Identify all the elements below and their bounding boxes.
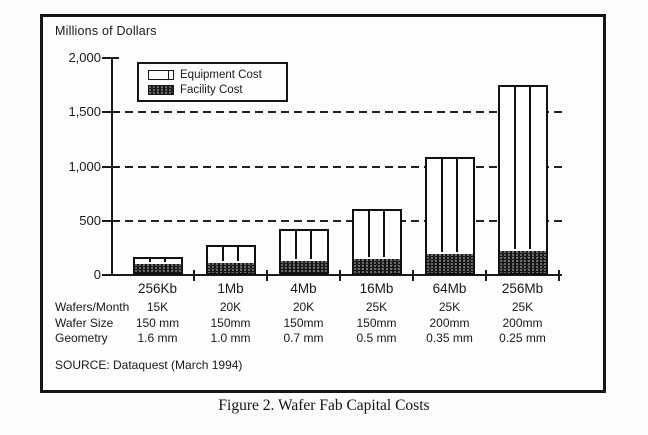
table-cell: 25K [365, 300, 388, 314]
equipment-stripe [528, 87, 531, 250]
legend-item-facility: Facility Cost [148, 84, 286, 96]
category-label: 4Mb [290, 281, 317, 296]
x-boundary-tick [558, 270, 560, 281]
gridline-1500 [112, 111, 562, 114]
table-row-label: Wafers/Month [55, 300, 130, 314]
table-cell: 25K [438, 300, 461, 314]
gridline-500 [112, 219, 562, 222]
y-tick [102, 57, 119, 59]
category-label: 64Mb [432, 281, 467, 296]
bar-4Mb [278, 229, 329, 275]
facility-segment [499, 251, 546, 273]
y-tick [102, 165, 119, 168]
bar-256Kb [132, 256, 183, 275]
facility-segment [280, 260, 327, 273]
y-tick [102, 219, 119, 222]
equipment-stripe [441, 158, 444, 253]
legend-label-facility: Facility Cost [180, 83, 243, 96]
legend-item-equipment: Equipment Cost [148, 69, 286, 81]
table-row-label: Geometry [55, 331, 108, 345]
x-boundary-tick [266, 270, 268, 281]
y-tick-label: 500 [79, 212, 101, 228]
facility-segment [426, 254, 473, 273]
equipment-stripe [149, 258, 152, 263]
equipment-stripe [382, 210, 385, 257]
table-cell: 25K [511, 300, 534, 314]
table-cell: 200mm [502, 316, 543, 330]
equipment-stripe [309, 231, 312, 259]
y-axis-title: Millions of Dollars [55, 24, 157, 38]
table-cell: 150mm [356, 316, 397, 330]
table-cell: 0.7 mm [283, 331, 324, 345]
category-label: 256Kb [137, 281, 178, 296]
y-tick-label: 1,500 [68, 104, 101, 120]
x-boundary-tick [412, 270, 414, 281]
source-note: SOURCE: Dataquest (March 1994) [55, 358, 243, 372]
category-label: 256Mb [501, 281, 544, 296]
table-cell: 0.5 mm [356, 331, 397, 345]
table-cell: 150mm [283, 316, 324, 330]
bar-256Mb [497, 85, 548, 275]
equipment-stripe [222, 246, 225, 262]
facility-segment [134, 264, 181, 273]
y-tick-label: 1,000 [68, 158, 101, 174]
table-row-label: Wafer Size [55, 316, 114, 330]
figure-frame: Millions of Dollars Equipment Cost Facil… [40, 14, 606, 393]
equipment-stripe [236, 246, 239, 262]
legend: Equipment Cost Facility Cost [137, 62, 288, 102]
table-cell: 20K [292, 300, 315, 314]
equipment-stripe [514, 87, 517, 250]
facility-segment [207, 263, 254, 273]
facility-segment [353, 258, 400, 273]
bar-1Mb [205, 244, 256, 275]
gridline-1000 [112, 165, 562, 168]
x-boundary-tick [485, 270, 487, 281]
y-tick-label: 0 [93, 267, 101, 282]
equipment-stripe [368, 210, 371, 257]
category-label: 1Mb [217, 281, 244, 296]
equipment-stripe [295, 231, 298, 259]
y-tick [102, 274, 119, 276]
equipment-cost-swatch-icon [148, 69, 174, 80]
y-tick-label: 2,000 [68, 50, 101, 65]
category-label: 16Mb [359, 281, 394, 296]
x-boundary-tick [193, 270, 195, 281]
table-cell: 200mm [429, 316, 470, 330]
table-cell: 0.25 mm [499, 331, 546, 345]
legend-label-equipment: Equipment Cost [180, 68, 262, 81]
figure-caption: Figure 2. Wafer Fab Capital Costs [218, 397, 430, 414]
bar-16Mb [351, 208, 402, 275]
table-cell: 20K [219, 300, 242, 314]
y-tick [102, 111, 119, 114]
bar-64Mb [424, 156, 475, 275]
table-cell: 1.6 mm [137, 331, 178, 345]
swatch-divider-line [167, 70, 170, 79]
table-cell: 150mm [210, 316, 251, 330]
table-cell: 1.0 mm [210, 331, 251, 345]
equipment-stripe [455, 158, 458, 253]
table-cell: 150 mm [135, 316, 180, 330]
x-boundary-tick [339, 270, 341, 281]
facility-cost-swatch-icon [148, 84, 174, 95]
equipment-stripe [163, 258, 166, 263]
plot-area: 0 500 1,000 1,500 2,000 256Kb 1Mb 4Mb 16Mb 64Mb 25… [43, 17, 603, 390]
x-axis-line [111, 274, 562, 276]
table-cell: 0.35 mm [426, 331, 473, 345]
table-cell: 15K [146, 300, 169, 314]
